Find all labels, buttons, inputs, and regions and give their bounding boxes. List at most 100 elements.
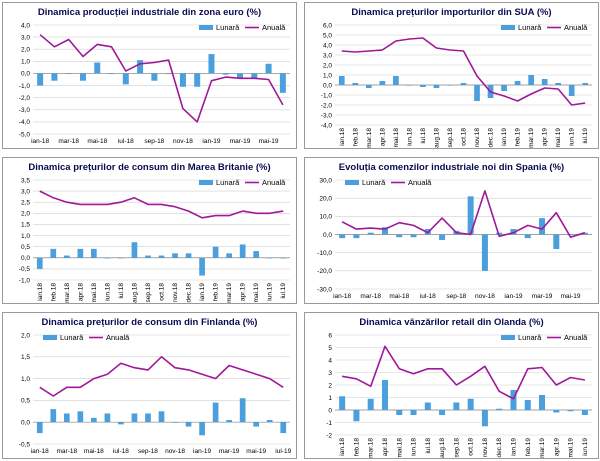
x-tick-label: mar-18 — [58, 138, 79, 145]
line-annual — [39, 190, 284, 219]
legend-label-monthly: Lunară — [216, 178, 240, 187]
bar-monthly — [179, 73, 186, 87]
line-annual — [341, 190, 586, 238]
y-tick-label: 3,0 — [21, 34, 30, 41]
chart-0: Dinamica producției industriale din zona… — [19, 7, 290, 145]
legend-bar-swatch — [501, 25, 515, 30]
bar-monthly — [353, 234, 360, 239]
bar-monthly — [279, 73, 286, 93]
legend-bar-swatch — [345, 180, 359, 185]
y-tick-label: -3,0 — [321, 112, 333, 119]
y-tick-label: 1,0 — [21, 233, 30, 240]
chart-1: Dinamica prețurilor importurilor din SUA… — [321, 7, 592, 148]
bar-monthly — [172, 422, 178, 423]
legend-label-annual: Anuală — [564, 23, 588, 32]
bar-monthly — [266, 257, 273, 259]
bar-monthly — [79, 73, 86, 81]
bar-monthly — [77, 411, 84, 423]
y-tick-label: 0,0 — [21, 420, 30, 427]
x-tick-label: dec.18 — [496, 438, 503, 458]
x-tick-label: aug.18 — [433, 128, 440, 148]
legend-label-annual: Anuală — [262, 178, 286, 187]
bar-monthly — [420, 85, 426, 87]
y-tick-label: 1 — [328, 395, 332, 402]
x-tick-label: feb.19 — [515, 128, 522, 146]
x-tick-label: mai-19 — [561, 293, 581, 300]
chart-panel-finland-consumer-prices: Dinamica prețurilor de consum din Finlan… — [2, 312, 297, 459]
x-tick-label: apr.19 — [542, 128, 549, 146]
bar-monthly — [365, 85, 372, 88]
bar-monthly — [185, 422, 192, 427]
y-tick-label: 2,5 — [21, 200, 30, 207]
bar-monthly — [36, 422, 43, 434]
x-tick-label: apr.19 — [240, 283, 247, 301]
bar-monthly — [514, 81, 521, 85]
bar-monthly — [50, 248, 57, 258]
bar-monthly — [239, 244, 246, 258]
x-tick-label: mai-19 — [246, 448, 266, 455]
x-tick-label: mai.19 — [253, 283, 260, 303]
x-tick-label: nov-18 — [173, 138, 193, 145]
x-tick-label: nov.18 — [482, 438, 489, 457]
y-tick-label: 3,0 — [21, 188, 30, 195]
x-tick-label: sep.18 — [447, 128, 454, 148]
x-tick-label: apr.19 — [553, 438, 560, 456]
x-tick-label: sep-18 — [144, 138, 164, 145]
y-tick-label: 3 — [328, 370, 332, 377]
bar-monthly — [77, 248, 84, 258]
x-tick-label: mar-19 — [532, 293, 553, 300]
bar-monthly — [453, 402, 460, 410]
bar-monthly — [433, 85, 440, 88]
bar-monthly — [396, 234, 403, 238]
x-tick-label: aug.18 — [131, 283, 138, 303]
x-tick-label: feb.19 — [213, 283, 220, 301]
bar-monthly — [539, 218, 546, 235]
x-tick-label: mar.18 — [64, 283, 71, 303]
bar-monthly — [379, 81, 386, 85]
bar-monthly — [51, 73, 58, 81]
y-tick-label: -4,0 — [321, 122, 333, 129]
x-tick-label: iun.18 — [406, 128, 413, 146]
x-tick-label: iul.19 — [280, 283, 287, 299]
chart-panel-eurozone-industrial-production: Dinamica producției industriale din zona… — [2, 2, 297, 149]
bar-monthly — [131, 413, 138, 423]
y-tick-label: 6,0 — [323, 22, 332, 29]
legend-label-annual: Anuală — [564, 333, 588, 342]
y-tick-label: -1,0 — [321, 92, 333, 99]
bar-monthly — [539, 395, 546, 410]
bar-monthly — [36, 257, 43, 269]
bar-monthly — [212, 402, 219, 423]
bar-monthly — [353, 410, 360, 422]
y-tick-label: 10,0 — [319, 214, 332, 221]
x-tick-label: iul-18 — [113, 448, 129, 455]
legend-label-annual: Anuală — [262, 23, 286, 32]
legend-label-annual: Anuală — [408, 178, 432, 187]
bar-monthly — [94, 62, 101, 74]
x-tick-label: iun.19 — [569, 128, 576, 146]
y-tick-label: -1 — [326, 420, 332, 427]
x-tick-label: nov.18 — [474, 128, 481, 147]
y-tick-label: 2,0 — [21, 47, 30, 54]
x-tick-label: sep.18 — [453, 438, 460, 458]
bar-monthly — [145, 413, 151, 423]
x-tick-label: feb.19 — [525, 438, 532, 456]
bar-monthly — [265, 63, 272, 74]
x-tick-label: ian.18 — [339, 128, 346, 146]
x-tick-label: iun.18 — [411, 438, 418, 456]
x-tick-label: mar-19 — [219, 448, 240, 455]
x-tick-label: mar.18 — [368, 438, 375, 458]
y-tick-label: -2,0 — [321, 102, 333, 109]
bar-monthly — [367, 398, 374, 410]
bar-monthly — [439, 410, 446, 415]
legend-label-monthly: Lunară — [518, 23, 542, 32]
bar-monthly — [439, 234, 446, 240]
y-tick-label: 1,5 — [21, 354, 30, 361]
y-tick-label: 0,0 — [323, 82, 332, 89]
bar-monthly — [524, 234, 531, 239]
y-tick-label: 1,0 — [21, 376, 30, 383]
legend-label-monthly: Lunară — [362, 178, 386, 187]
x-tick-label: ian.18 — [339, 438, 346, 456]
bar-monthly — [50, 409, 57, 423]
x-tick-label: ian-19 — [504, 293, 522, 300]
bar-monthly — [253, 251, 260, 258]
